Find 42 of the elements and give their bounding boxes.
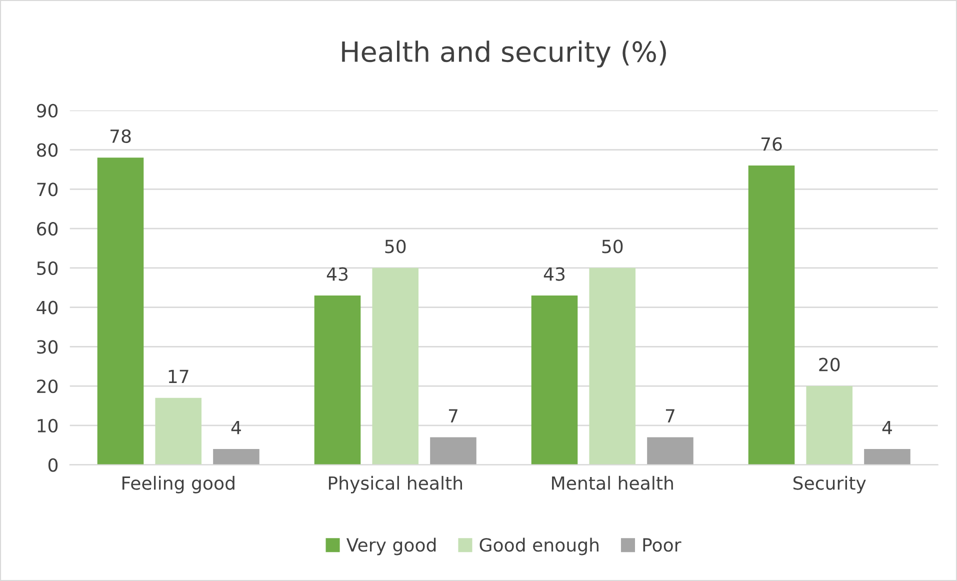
data-label: 4 — [882, 421, 892, 434]
data-label: 78 — [110, 129, 131, 144]
y-tick-label: 30 — [37, 340, 58, 354]
bar — [531, 295, 578, 465]
data-label: 43 — [544, 267, 565, 281]
y-tick-label: 40 — [36, 300, 58, 314]
y-tick-label: 90 — [36, 104, 58, 118]
y-tick-label: 20 — [37, 380, 58, 394]
bar — [806, 386, 853, 465]
y-tick-label: 50 — [37, 261, 58, 276]
data-label: 50 — [385, 240, 406, 254]
bar — [589, 268, 636, 465]
data-label: 50 — [602, 240, 623, 254]
legend-label: Poor — [643, 538, 682, 552]
bar — [430, 437, 476, 465]
data-label: 43 — [326, 267, 348, 281]
y-tick-label: 0 — [48, 458, 58, 472]
data-label: 17 — [168, 370, 188, 383]
data-label: 20 — [819, 358, 840, 372]
legend-label: Very good — [346, 538, 436, 556]
y-tick-label: 60 — [37, 222, 58, 236]
bar — [97, 158, 144, 465]
chart-title: Health and security (%) — [342, 40, 666, 68]
data-label: 7 — [666, 409, 674, 422]
x-tick-label: Physical health — [328, 476, 462, 494]
bar — [372, 268, 419, 465]
data-label: 7 — [448, 409, 458, 422]
bar — [213, 449, 260, 465]
bar — [155, 398, 202, 465]
legend-label: Good enough — [480, 538, 598, 556]
y-tick-label: 10 — [38, 418, 58, 433]
x-tick-label: Security — [793, 476, 866, 494]
y-tick-label: 80 — [37, 143, 58, 157]
data-label: 76 — [761, 137, 782, 151]
x-tick-label: Feeling good — [122, 476, 234, 494]
y-tick-label: 70 — [37, 182, 58, 196]
bar — [864, 449, 910, 465]
data-label: 4 — [231, 421, 241, 434]
x-tick-label: Mental health — [552, 476, 673, 490]
bar — [647, 437, 694, 465]
bar — [748, 166, 795, 465]
bar — [314, 295, 361, 465]
